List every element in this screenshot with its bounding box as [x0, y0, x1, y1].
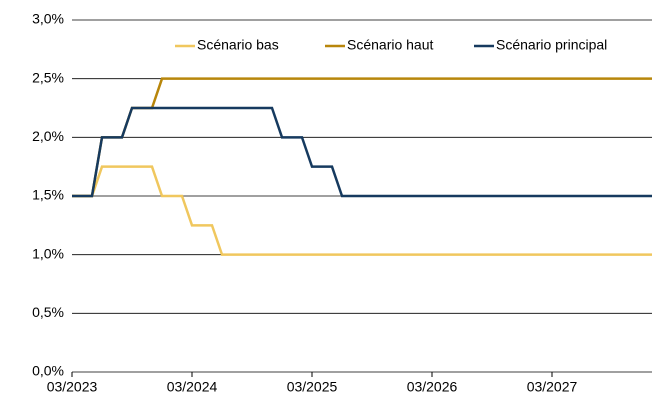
series-line	[72, 165, 652, 256]
x-tick-label: 03/2027	[527, 379, 578, 395]
y-tick-label: 0,5%	[32, 304, 64, 320]
x-tick-label: 03/2025	[287, 379, 338, 395]
legend-label: Scénario haut	[347, 37, 434, 53]
y-tick-label: 2,0%	[32, 128, 64, 144]
y-tick-label: 3,0%	[32, 11, 64, 27]
legend-label: Scénario principal	[496, 37, 607, 53]
series-line	[72, 106, 652, 198]
x-tick-label: 03/2026	[407, 379, 458, 395]
legend-label: Scénario bas	[197, 37, 279, 53]
y-tick-label: 1,5%	[32, 187, 64, 203]
y-tick-label: 2,5%	[32, 69, 64, 85]
y-tick-label: 1,0%	[32, 245, 64, 261]
series-line	[72, 77, 652, 198]
y-tick-label: 0,0%	[32, 363, 64, 379]
x-tick-label: 03/2023	[47, 379, 98, 395]
x-tick-label: 03/2024	[167, 379, 218, 395]
